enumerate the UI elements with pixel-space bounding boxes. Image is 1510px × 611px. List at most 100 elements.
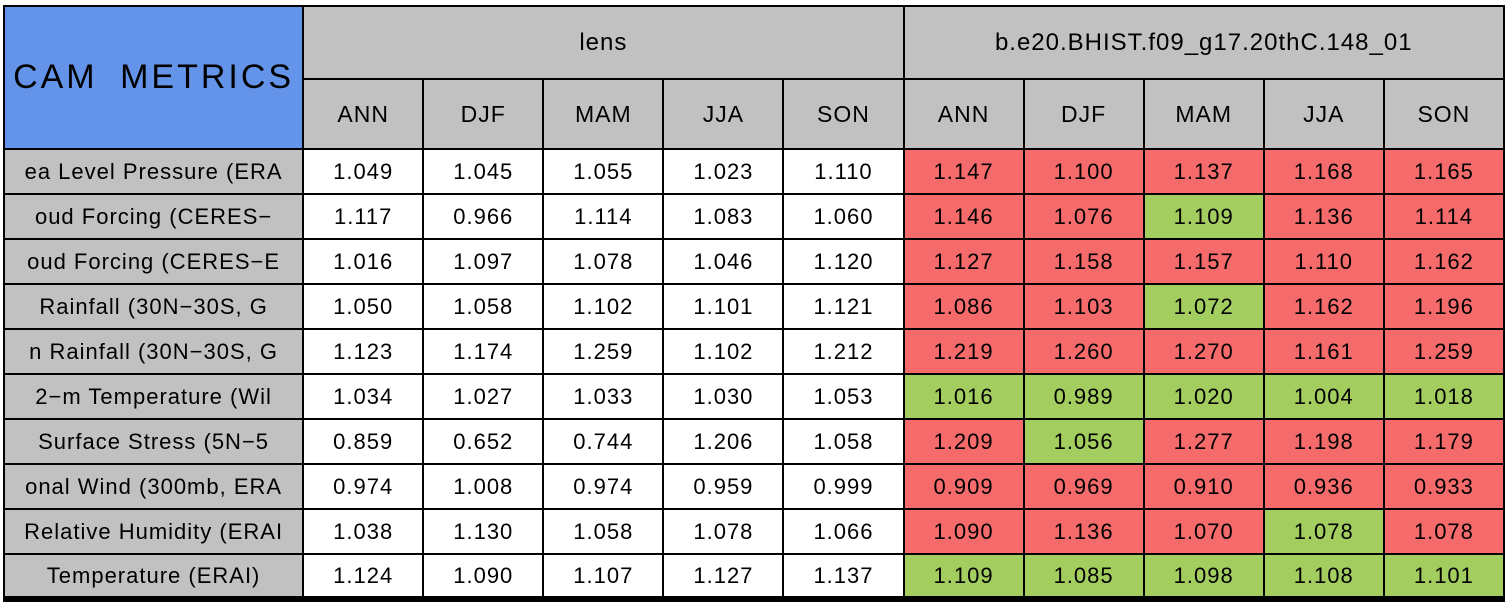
metric-cell-case: 1.078: [1262, 508, 1385, 555]
metric-cell-case: 1.146: [902, 193, 1025, 240]
metric-cell-lens: 1.206: [662, 418, 785, 465]
metric-cell-case: 1.109: [902, 553, 1025, 600]
metric-cell-lens: 1.078: [542, 238, 665, 285]
table-row: Surface Stress (5N−5 0.859 0.652 0.744 1.206…: [2, 418, 1506, 465]
metric-cell-case: 1.277: [1142, 418, 1265, 465]
metric-cell-case: 1.137: [1142, 148, 1265, 195]
metric-cell-lens: 1.259: [542, 328, 665, 375]
metric-cell-case: 1.070: [1142, 508, 1265, 555]
metric-cell-lens: 1.038: [302, 508, 425, 555]
row-label: 2−m Temperature (Wil: [2, 373, 305, 420]
metric-cell-case: 1.072: [1142, 283, 1265, 330]
metric-cell-case: 1.136: [1262, 193, 1385, 240]
metric-cell-lens: 1.058: [422, 283, 545, 330]
metric-cell-lens: 1.053: [782, 373, 905, 420]
cam-metrics-table: CAM METRICS lens b.e20.BHIST.f09_g17.20t…: [2, 5, 1506, 602]
table-row: Rainfall (30N−30S, G 1.050 1.058 1.102 1.101…: [2, 283, 1506, 330]
season-header-lens-ann: ANN: [302, 78, 425, 150]
metric-cell-case: 1.018: [1382, 373, 1506, 420]
metric-cell-case: 0.936: [1262, 463, 1385, 510]
metric-cell-lens: 1.101: [662, 283, 785, 330]
row-label: Surface Stress (5N−5: [2, 418, 305, 465]
metric-cell-case: 1.103: [1022, 283, 1145, 330]
season-header-case-ann: ANN: [902, 78, 1025, 150]
metric-cell-lens: 1.102: [662, 328, 785, 375]
metric-cell-case: 1.158: [1022, 238, 1145, 285]
season-header-case-djf: DJF: [1022, 78, 1145, 150]
metric-cell-case: 1.209: [902, 418, 1025, 465]
metric-cell-case: 1.109: [1142, 193, 1265, 240]
metric-cell-case: 1.259: [1382, 328, 1506, 375]
table-row: ea Level Pressure (ERA 1.049 1.045 1.055 1.0…: [2, 148, 1506, 195]
metric-cell-lens: 0.966: [422, 193, 545, 240]
metric-cell-case: 1.161: [1262, 328, 1385, 375]
metric-cell-lens: 1.120: [782, 238, 905, 285]
metric-cell-lens: 0.999: [782, 463, 905, 510]
metric-cell-lens: 1.127: [662, 553, 785, 600]
table-row: oud Forcing (CERES−E 1.016 1.097 1.078 1.046…: [2, 238, 1506, 285]
group-header-row: CAM METRICS lens b.e20.BHIST.f09_g17.20t…: [2, 5, 1506, 150]
metric-cell-case: 1.127: [902, 238, 1025, 285]
metric-cell-lens: 1.066: [782, 508, 905, 555]
metric-cell-lens: 1.034: [302, 373, 425, 420]
metric-cell-lens: 1.058: [542, 508, 665, 555]
metric-cell-case: 0.989: [1022, 373, 1145, 420]
metric-cell-case: 0.910: [1142, 463, 1265, 510]
metric-cell-case: 1.136: [1022, 508, 1145, 555]
metric-cell-lens: 1.060: [782, 193, 905, 240]
metric-cell-lens: 1.121: [782, 283, 905, 330]
metric-cell-case: 1.086: [902, 283, 1025, 330]
season-header-lens-son: SON: [782, 78, 905, 150]
metric-cell-lens: 1.058: [782, 418, 905, 465]
metric-cell-lens: 1.030: [662, 373, 785, 420]
metric-cell-lens: 1.046: [662, 238, 785, 285]
metric-cell-lens: 1.174: [422, 328, 545, 375]
group-header-lens: lens: [302, 5, 905, 80]
season-header-case-mam: MAM: [1142, 78, 1265, 150]
metric-cell-lens: 1.114: [542, 193, 665, 240]
metric-cell-case: 1.147: [902, 148, 1025, 195]
metric-cell-lens: 0.959: [662, 463, 785, 510]
metric-cell-lens: 1.102: [542, 283, 665, 330]
table-row: Temperature (ERAI) 1.124 1.090 1.107 1.127 1.…: [2, 553, 1506, 600]
metric-cell-case: 1.270: [1142, 328, 1265, 375]
metric-cell-lens: 1.212: [782, 328, 905, 375]
table-row: n Rainfall (30N−30S, G 1.123 1.174 1.259 1.1…: [2, 328, 1506, 375]
metric-cell-case: 1.101: [1382, 553, 1506, 600]
metric-cell-lens: 1.023: [662, 148, 785, 195]
row-label: Rainfall (30N−30S, G: [2, 283, 305, 330]
metric-cell-lens: 1.027: [422, 373, 545, 420]
table-title: CAM METRICS: [2, 5, 305, 150]
metric-cell-case: 1.114: [1382, 193, 1506, 240]
table-row: 2−m Temperature (Wil 1.034 1.027 1.033 1.030…: [2, 373, 1506, 420]
metric-cell-lens: 1.055: [542, 148, 665, 195]
metric-cell-case: 1.165: [1382, 148, 1506, 195]
metric-cell-lens: 1.110: [782, 148, 905, 195]
metric-cell-case: 0.969: [1022, 463, 1145, 510]
metric-cell-lens: 1.078: [662, 508, 785, 555]
metric-cell-lens: 1.123: [302, 328, 425, 375]
metric-cell-case: 1.100: [1022, 148, 1145, 195]
metric-cell-lens: 1.137: [782, 553, 905, 600]
metric-cell-case: 1.085: [1022, 553, 1145, 600]
metric-cell-case: 1.168: [1262, 148, 1385, 195]
metric-cell-case: 1.157: [1142, 238, 1265, 285]
metric-cell-lens: 1.050: [302, 283, 425, 330]
metric-cell-lens: 1.083: [662, 193, 785, 240]
metric-cell-lens: 1.117: [302, 193, 425, 240]
row-label: ea Level Pressure (ERA: [2, 148, 305, 195]
metric-cell-case: 1.078: [1382, 508, 1506, 555]
metric-cell-case: 1.020: [1142, 373, 1265, 420]
metric-cell-lens: 1.016: [302, 238, 425, 285]
metric-cell-case: 1.098: [1142, 553, 1265, 600]
table-header: CAM METRICS lens b.e20.BHIST.f09_g17.20t…: [2, 5, 1506, 150]
season-header-case-son: SON: [1382, 78, 1506, 150]
table-row: oud Forcing (CERES− 1.117 0.966 1.114 1.083 1…: [2, 193, 1506, 240]
metric-cell-case: 1.162: [1382, 238, 1506, 285]
metric-cell-lens: 0.859: [302, 418, 425, 465]
table-row: Relative Humidity (ERAI 1.038 1.130 1.058 1.…: [2, 508, 1506, 555]
row-label: onal Wind (300mb, ERA: [2, 463, 305, 510]
row-label: Temperature (ERAI): [2, 553, 305, 600]
metric-cell-case: 1.110: [1262, 238, 1385, 285]
metric-cell-lens: 1.107: [542, 553, 665, 600]
